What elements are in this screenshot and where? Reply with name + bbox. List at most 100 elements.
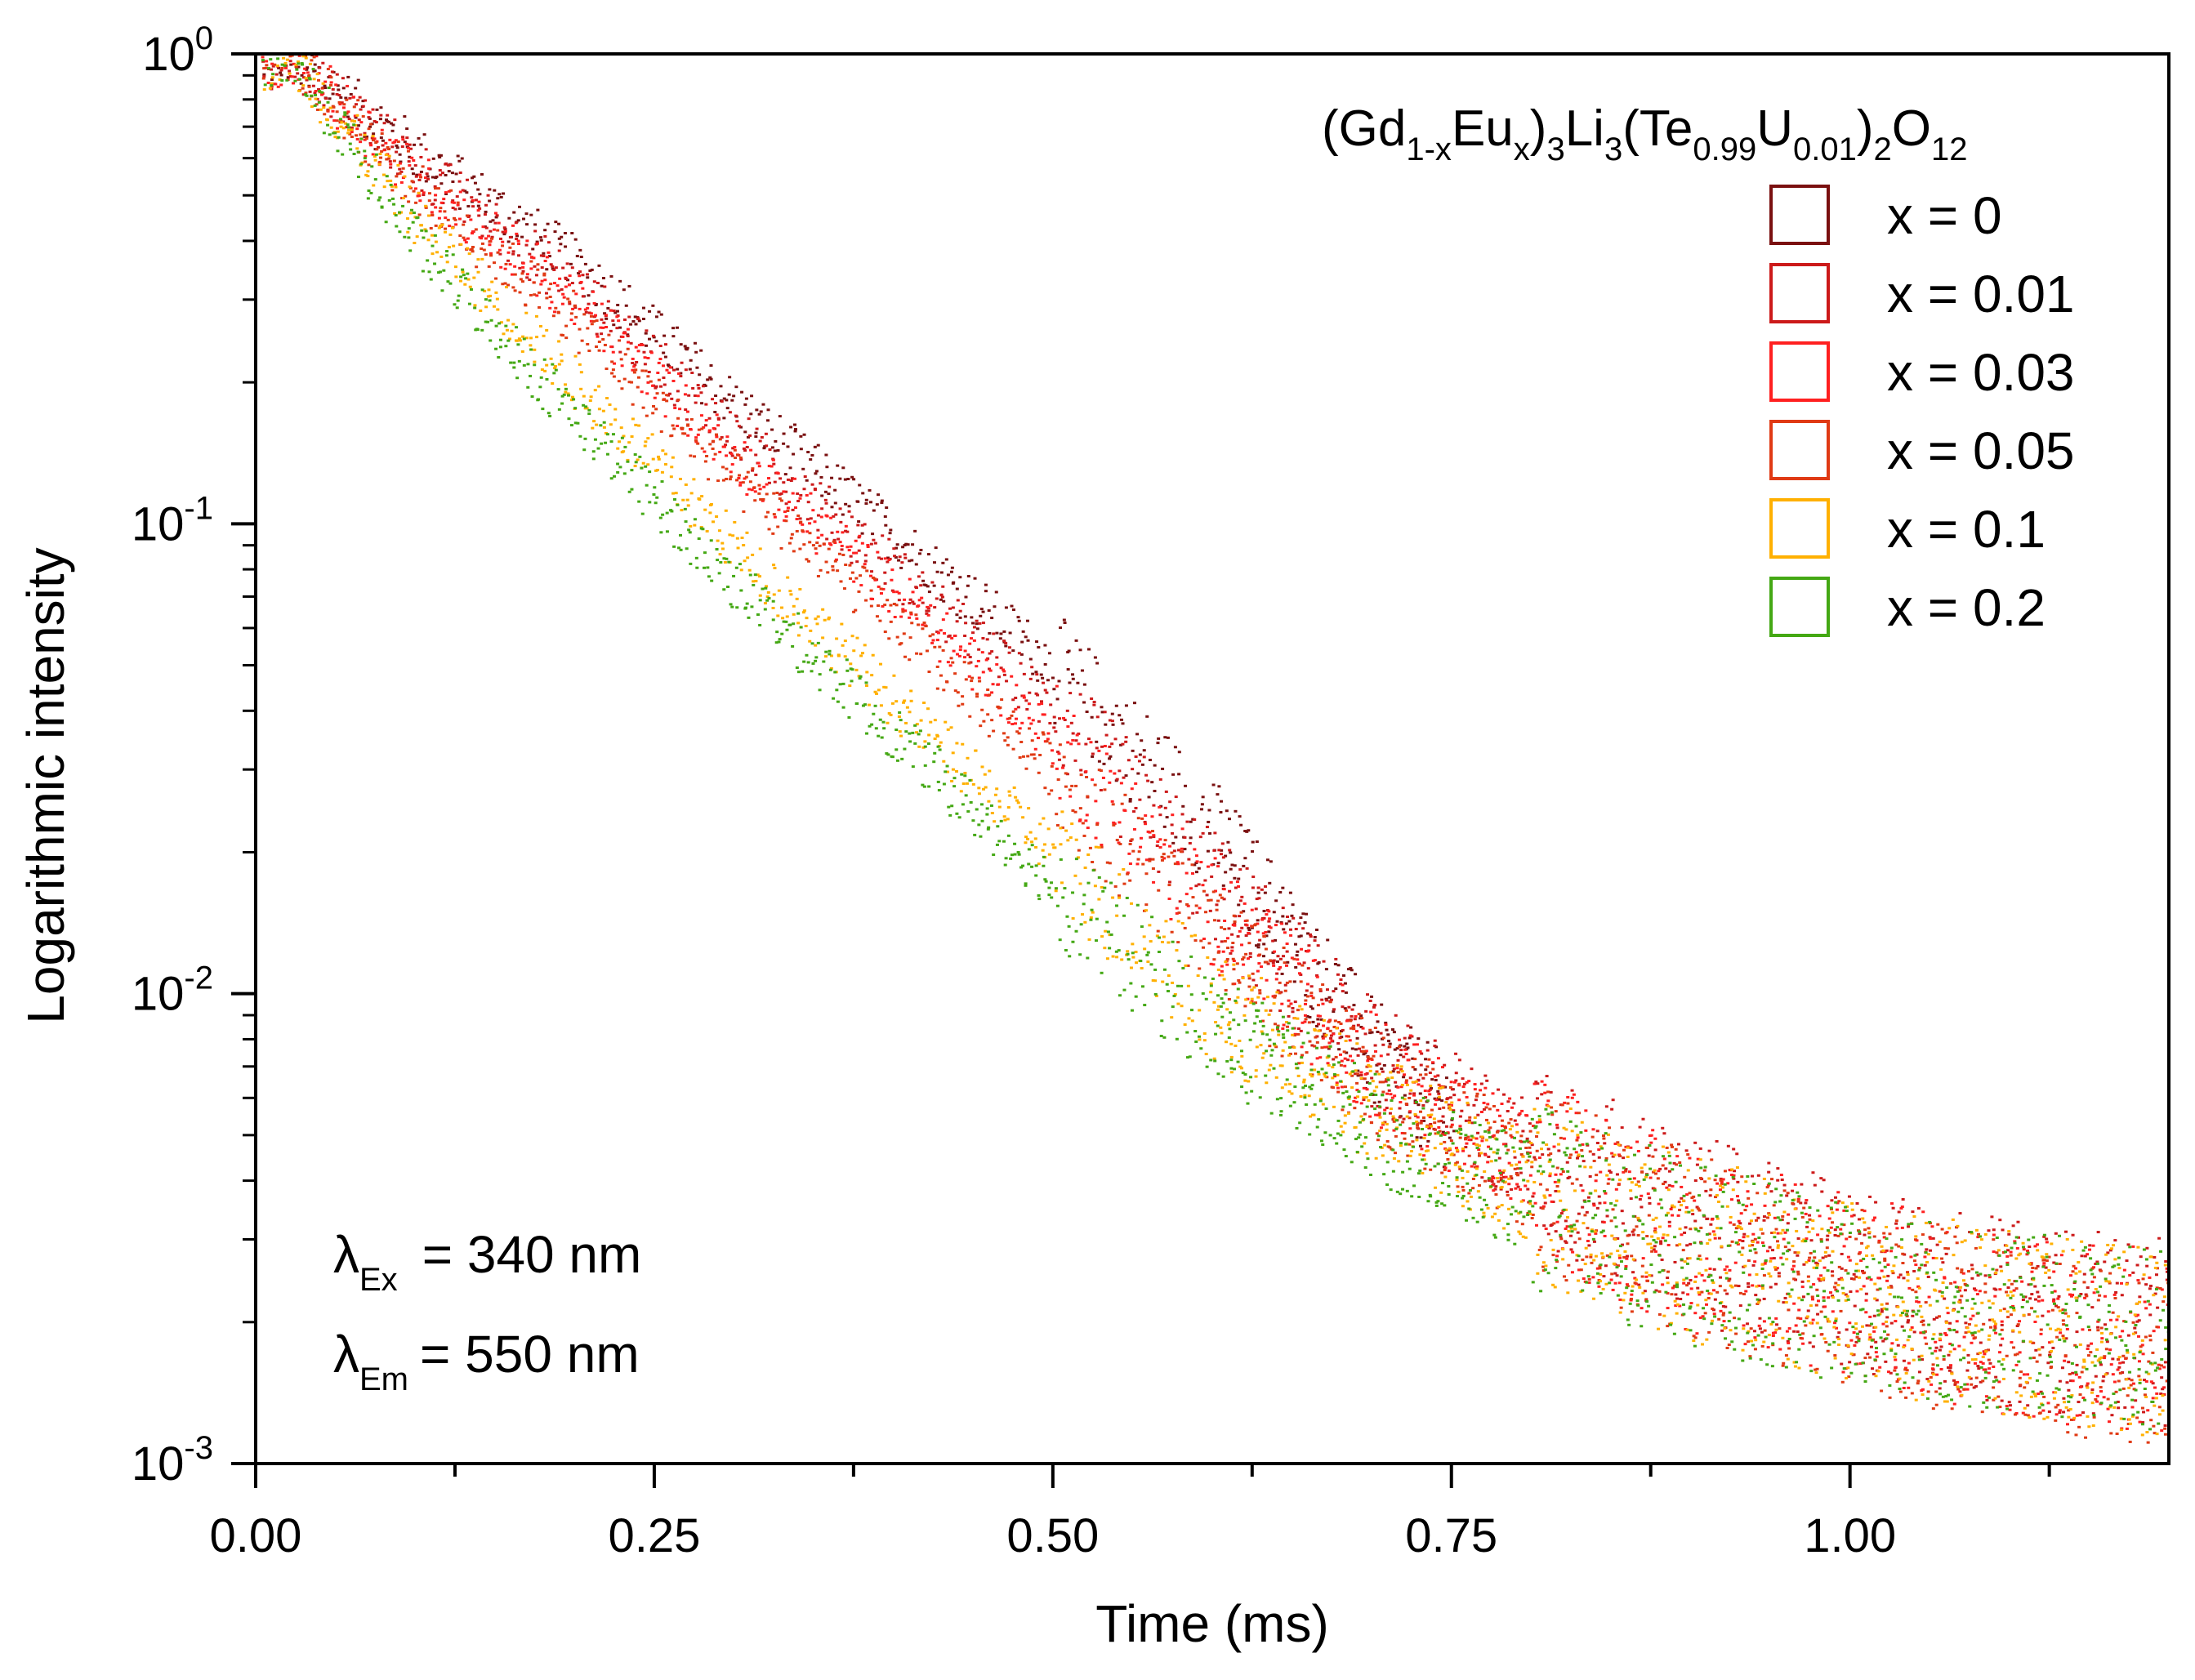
- data-point: [694, 436, 698, 439]
- data-point: [1068, 681, 1072, 684]
- data-point: [1359, 1025, 1363, 1028]
- data-point: [808, 522, 812, 525]
- data-point: [1342, 1050, 1346, 1054]
- data-point: [518, 291, 522, 294]
- data-point: [1309, 985, 1314, 988]
- data-point: [1592, 1202, 1596, 1205]
- data-point: [897, 591, 901, 595]
- data-point: [696, 384, 700, 387]
- data-point: [1693, 1179, 1698, 1183]
- data-point: [818, 544, 822, 547]
- data-point: [398, 162, 402, 165]
- data-point: [1829, 1291, 1833, 1295]
- data-point: [819, 515, 823, 519]
- data-point: [1305, 995, 1309, 998]
- data-point: [1968, 1231, 1972, 1234]
- data-point: [387, 154, 391, 158]
- data-point: [2111, 1357, 2115, 1361]
- data-point: [1258, 992, 1262, 995]
- data-point: [1443, 1169, 1447, 1172]
- data-point: [1341, 974, 1345, 977]
- data-point: [1675, 1155, 1680, 1158]
- data-point: [1158, 805, 1162, 809]
- data-point: [1965, 1383, 1970, 1386]
- data-point: [2006, 1286, 2010, 1290]
- data-point: [709, 364, 713, 368]
- data-point: [1372, 1005, 1376, 1009]
- data-point: [944, 640, 948, 644]
- data-point: [1535, 1149, 1539, 1152]
- data-point: [2141, 1421, 2145, 1424]
- data-point: [1537, 1156, 1541, 1160]
- data-point: [1273, 996, 1277, 999]
- data-point: [784, 490, 788, 493]
- data-point: [564, 383, 568, 386]
- data-point: [2122, 1268, 2126, 1272]
- data-point: [761, 497, 765, 501]
- data-point: [956, 691, 960, 694]
- data-point: [1967, 1323, 1971, 1326]
- data-point: [517, 337, 521, 341]
- data-point: [484, 305, 489, 309]
- data-point: [1741, 1240, 1745, 1243]
- data-point: [2151, 1351, 2155, 1354]
- data-point: [631, 357, 635, 360]
- data-point: [688, 368, 692, 371]
- data-point: [1402, 1117, 1406, 1121]
- data-point: [328, 65, 332, 68]
- data-point: [636, 376, 640, 379]
- data-point: [1419, 1136, 1423, 1139]
- data-point: [1653, 1250, 1657, 1253]
- data-point: [1549, 1152, 1553, 1156]
- data-point: [879, 557, 883, 560]
- data-point: [1376, 1104, 1380, 1107]
- data-point: [470, 196, 474, 199]
- data-point: [764, 515, 768, 519]
- data-point: [1008, 631, 1012, 635]
- data-point: [1086, 827, 1090, 830]
- data-point: [1425, 1041, 1430, 1044]
- data-point: [1555, 1260, 1559, 1263]
- data-point: [789, 479, 793, 482]
- data-point: [757, 412, 761, 416]
- data-point: [786, 478, 790, 481]
- data-point: [512, 211, 516, 214]
- data-point: [1294, 1052, 1298, 1055]
- data-point: [1394, 1081, 1398, 1084]
- data-point: [364, 173, 368, 176]
- data-point: [1193, 939, 1198, 942]
- data-point: [2111, 1373, 2115, 1376]
- data-point: [2036, 1243, 2040, 1246]
- data-point: [1299, 980, 1303, 983]
- data-point: [689, 428, 693, 431]
- data-point: [1802, 1206, 1806, 1210]
- data-point: [547, 251, 551, 254]
- data-point: [813, 488, 817, 492]
- data-point: [1262, 997, 1266, 1000]
- data-point: [341, 87, 346, 90]
- data-point: [539, 254, 543, 257]
- data-point: [2015, 1325, 2019, 1328]
- data-point: [706, 378, 710, 381]
- data-point: [2054, 1413, 2059, 1416]
- data-point: [1817, 1299, 1821, 1303]
- series-x0-05: [261, 54, 2170, 1444]
- data-point: [1267, 930, 1271, 934]
- data-point: [1944, 1252, 1948, 1255]
- data-point: [2012, 1289, 2016, 1292]
- data-point: [1880, 1308, 1884, 1311]
- data-point: [1685, 1284, 1689, 1287]
- data-point: [1422, 1119, 1426, 1122]
- data-point: [1405, 1042, 1409, 1045]
- data-point: [1363, 1112, 1367, 1116]
- data-point: [1771, 1249, 1775, 1252]
- data-point: [854, 539, 858, 542]
- data-point: [1430, 1087, 1434, 1090]
- data-point: [1412, 1092, 1416, 1095]
- data-point: [1953, 1383, 1957, 1386]
- data-point: [395, 146, 399, 149]
- data-point: [579, 371, 583, 374]
- data-point: [1292, 980, 1296, 983]
- data-point: [1296, 1032, 1300, 1036]
- data-point: [1496, 1108, 1500, 1112]
